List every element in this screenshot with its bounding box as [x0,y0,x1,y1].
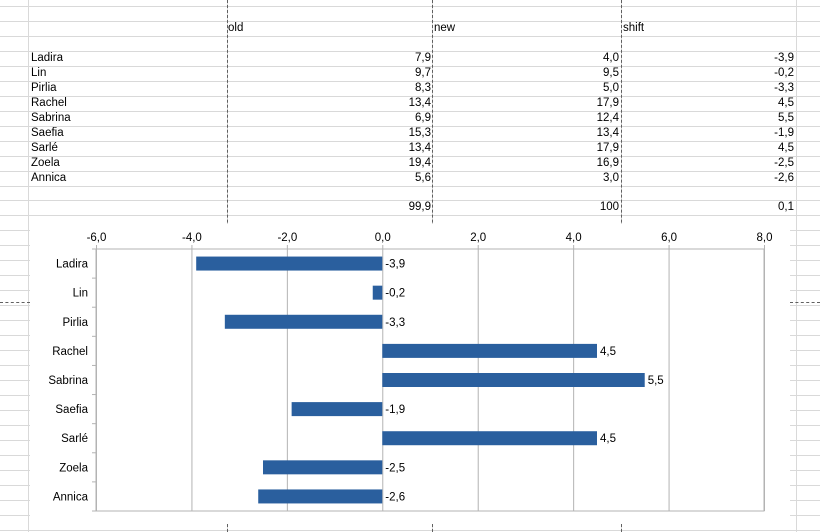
row-gridline [0,126,820,127]
row-old-cell[interactable]: 13,4 [408,142,431,154]
data-label: 5,5 [648,375,664,387]
row-gridline [0,51,820,52]
total-new[interactable]: 100 [599,201,619,213]
x-tick-label: 4,0 [566,232,582,244]
shift-bar-chart[interactable]: -6,0 -4,0 -2,0 0,0 2,0 4,0 6,0 8,0 Ladira -3,9 Lin… [30,224,790,524]
data-label: -2,5 [385,462,405,474]
row-new-cell[interactable]: 9,5 [603,67,619,79]
x-tick-label: -6,0 [87,232,107,244]
row-gridline [0,186,820,187]
row-shift-cell[interactable]: -2,6 [774,172,794,184]
category-label: Lin [73,288,88,300]
row-gridline [0,96,820,97]
row-name-cell[interactable]: Lin [31,67,47,79]
column-gridline [796,0,797,532]
bar-ladira [196,256,383,271]
data-label: -1,9 [385,404,405,416]
category-label: Sabrina [48,375,88,387]
row-name-cell[interactable]: Rachel [31,97,67,109]
page-break-line [790,302,820,303]
row-new-cell[interactable]: 17,9 [596,142,619,154]
row-old-cell[interactable]: 7,9 [415,52,431,64]
category-label: Pirlia [62,317,88,329]
row-new-cell[interactable]: 3,0 [603,172,619,184]
column-header-shift[interactable]: shift [623,22,645,34]
bar-rachel [382,343,597,358]
chart-canvas: -6,0 -4,0 -2,0 0,0 2,0 4,0 6,0 8,0 Ladira -3,9 Lin… [48,232,773,512]
row-name-cell[interactable]: Zoela [31,157,60,169]
row-old-cell[interactable]: 9,7 [415,67,431,79]
row-shift-cell[interactable]: -2,5 [774,157,794,169]
data-label: -2,6 [385,491,405,503]
row-new-cell[interactable]: 16,9 [596,157,619,169]
row-gridline [0,66,820,67]
row-gridline [0,6,820,7]
bar-pirlia [224,314,383,329]
bar-zoela [263,460,383,475]
row-shift-cell[interactable]: 4,5 [778,142,794,154]
column-header-old[interactable]: old [228,22,244,34]
x-tick-label: 0,0 [375,232,391,244]
bar-sabrina [382,373,645,387]
row-shift-cell[interactable]: 4,5 [778,97,794,109]
row-name-cell[interactable]: Ladira [31,52,63,64]
row-old-cell[interactable]: 19,4 [408,157,431,169]
row-gridline [0,141,820,142]
x-tick-label: 2,0 [470,232,486,244]
row-name-cell[interactable]: Pirlia [31,82,57,94]
row-gridline [0,156,820,157]
row-new-cell[interactable]: 13,4 [596,127,619,139]
category-label: Rachel [52,346,88,358]
row-name-cell[interactable]: Saefia [31,127,64,139]
row-new-cell[interactable]: 4,0 [603,52,619,64]
row-name-cell[interactable]: Annica [31,172,67,184]
x-tick-label: 8,0 [757,232,773,244]
data-label: -0,2 [385,288,405,300]
x-tick-label: 6,0 [661,232,677,244]
row-shift-cell[interactable]: -3,9 [774,52,794,64]
category-label: Saefia [55,404,88,416]
data-label: -3,9 [385,259,405,271]
x-tick-label: -2,0 [277,232,297,244]
data-label: 4,5 [600,346,616,358]
row-gridline [0,215,820,216]
row-old-cell[interactable]: 15,3 [408,127,431,139]
category-label: Annica [53,491,89,503]
row-gridline [0,530,820,531]
column-gridline [28,0,29,532]
x-tick-label: -4,0 [182,232,202,244]
category-label: Zoela [59,462,88,474]
total-old[interactable]: 99,9 [408,201,431,213]
bar-lin [372,285,383,300]
row-gridline [0,111,820,112]
row-gridline [0,200,820,201]
bar-sarlé [382,431,597,446]
row-name-cell[interactable]: Sarlé [31,142,58,154]
row-shift-cell[interactable]: -1,9 [774,127,794,139]
row-new-cell[interactable]: 12,4 [596,112,619,124]
row-shift-cell[interactable]: -3,3 [774,82,794,94]
total-shift[interactable]: 0,1 [778,201,794,213]
row-name-cell[interactable]: Sabrina [31,112,71,124]
category-label: Sarlé [61,433,88,445]
row-gridline [0,36,820,37]
data-label: 4,5 [600,433,616,445]
bar-saefia [291,402,383,417]
row-old-cell[interactable]: 8,3 [415,82,431,94]
row-gridline [0,171,820,172]
row-shift-cell[interactable]: -0,2 [774,67,794,79]
row-old-cell[interactable]: 5,6 [415,172,431,184]
column-header-new[interactable]: new [434,22,456,34]
row-new-cell[interactable]: 17,9 [596,97,619,109]
row-old-cell[interactable]: 6,9 [415,112,431,124]
row-gridline [0,21,820,22]
row-shift-cell[interactable]: 5,5 [778,112,794,124]
row-new-cell[interactable]: 5,0 [603,82,619,94]
page-break-line [0,302,30,303]
row-gridline [0,81,820,82]
category-label: Ladira [56,259,89,271]
data-label: -3,3 [385,317,405,329]
bar-annica [258,489,383,504]
row-old-cell[interactable]: 13,4 [408,97,431,109]
